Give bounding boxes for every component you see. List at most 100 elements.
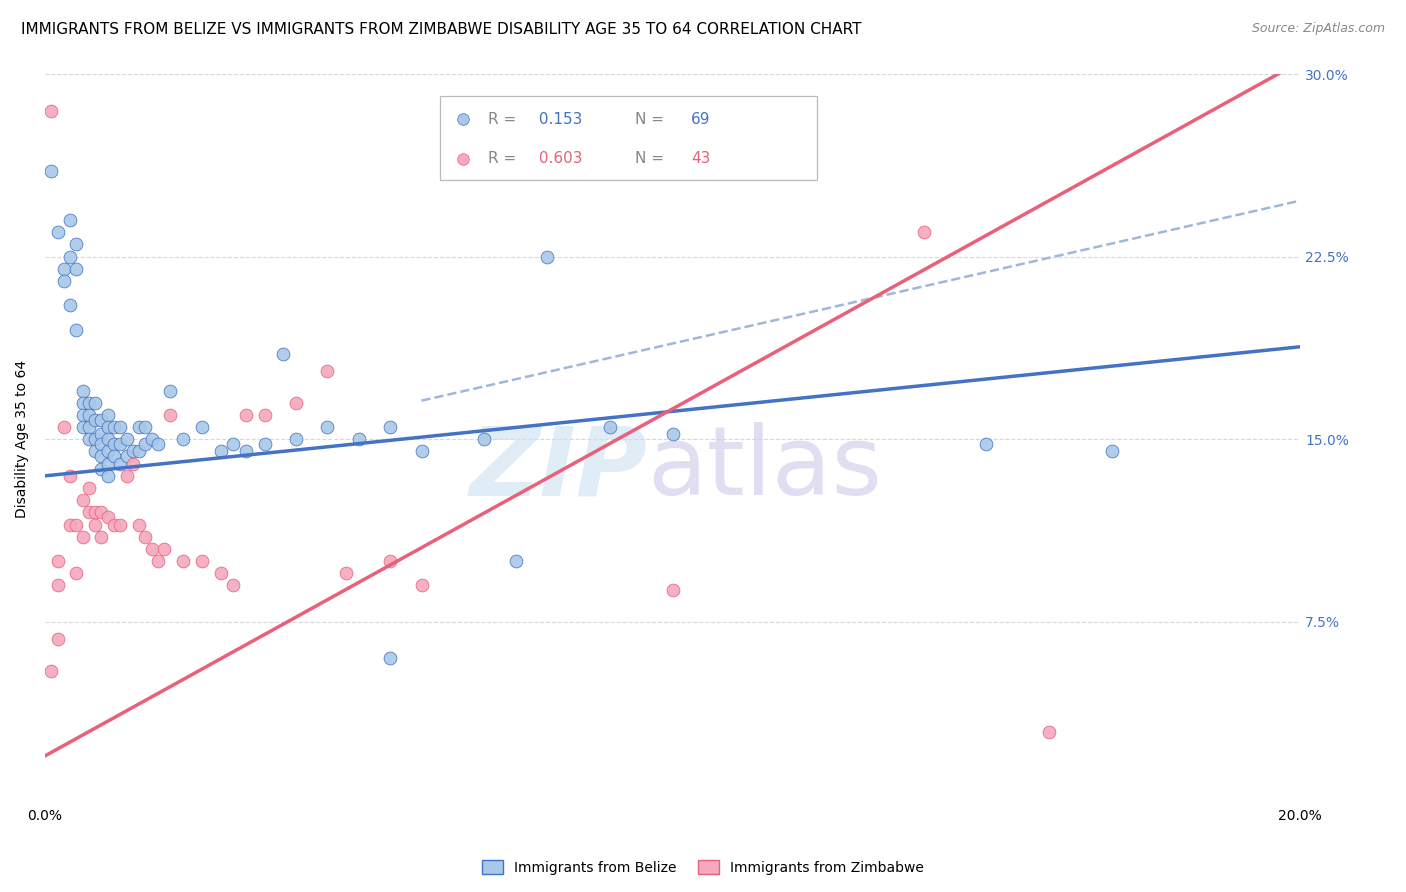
Text: ZIP: ZIP [470, 422, 647, 515]
Point [84, 413, 107, 427]
Point [90, 530, 112, 544]
Point [172, 554, 194, 568]
Point [72, 384, 94, 398]
Point [52, 420, 75, 434]
Text: N =: N = [636, 112, 664, 127]
Point [235, 444, 257, 458]
Point [65, 517, 87, 532]
Text: Source: ZipAtlas.com: Source: ZipAtlas.com [1251, 22, 1385, 36]
Point [191, 554, 214, 568]
Point [599, 420, 621, 434]
Point [77, 505, 100, 519]
Text: IMMIGRANTS FROM BELIZE VS IMMIGRANTS FROM ZIMBABWE DISABILITY AGE 35 TO 64 CORRE: IMMIGRANTS FROM BELIZE VS IMMIGRANTS FRO… [21, 22, 862, 37]
Point [72, 530, 94, 544]
Point [59, 213, 82, 227]
Text: atlas: atlas [647, 422, 883, 515]
Point [209, 566, 232, 581]
Point [90, 505, 112, 519]
Point [72, 408, 94, 422]
Point [97, 457, 120, 471]
Point [110, 517, 132, 532]
Point [141, 433, 163, 447]
Point [72, 493, 94, 508]
Point [90, 461, 112, 475]
Point [39, 664, 62, 678]
Point [222, 437, 245, 451]
Point [253, 408, 276, 422]
Point [97, 510, 120, 524]
Point [472, 433, 495, 447]
Y-axis label: Disability Age 35 to 64: Disability Age 35 to 64 [15, 360, 30, 518]
Point [77, 420, 100, 434]
Point [316, 364, 339, 378]
Legend: Immigrants from Belize, Immigrants from Zimbabwe: Immigrants from Belize, Immigrants from … [477, 855, 929, 880]
Text: 0.603: 0.603 [534, 152, 583, 167]
Point [285, 433, 308, 447]
Point [974, 437, 997, 451]
Point [46, 578, 69, 592]
Point [97, 420, 120, 434]
Point [46, 554, 69, 568]
Point [84, 444, 107, 458]
Point [46, 225, 69, 239]
Point [103, 420, 125, 434]
Point [378, 554, 401, 568]
Point [128, 420, 150, 434]
Point [90, 437, 112, 451]
Point [65, 323, 87, 337]
Point [59, 517, 82, 532]
Point [84, 396, 107, 410]
Point [191, 420, 214, 434]
Point [128, 444, 150, 458]
Point [77, 408, 100, 422]
Point [59, 298, 82, 312]
Point [72, 396, 94, 410]
Point [411, 578, 433, 592]
Point [134, 437, 156, 451]
Point [97, 444, 120, 458]
Point [209, 444, 232, 458]
Point [59, 468, 82, 483]
Text: 69: 69 [692, 112, 711, 127]
Point [39, 164, 62, 178]
Point [411, 444, 433, 458]
Text: N =: N = [636, 152, 664, 167]
Point [235, 408, 257, 422]
Point [316, 420, 339, 434]
Point [72, 420, 94, 434]
Point [59, 250, 82, 264]
Point [159, 408, 181, 422]
Point [77, 481, 100, 495]
Point [378, 651, 401, 665]
Point [115, 468, 138, 483]
Point [146, 437, 169, 451]
Point [39, 103, 62, 118]
Text: 43: 43 [692, 152, 710, 167]
Point [153, 541, 176, 556]
Point [536, 250, 558, 264]
Point [90, 450, 112, 464]
Point [97, 468, 120, 483]
Point [52, 261, 75, 276]
Point [335, 566, 357, 581]
Point [84, 517, 107, 532]
Point [103, 450, 125, 464]
Point [115, 433, 138, 447]
Point [97, 433, 120, 447]
Point [141, 541, 163, 556]
Point [110, 457, 132, 471]
Point [661, 427, 683, 442]
Text: R =: R = [488, 152, 516, 167]
Point [378, 420, 401, 434]
Point [84, 433, 107, 447]
Point [1038, 724, 1060, 739]
Point [65, 261, 87, 276]
Point [1101, 444, 1123, 458]
Point [134, 530, 156, 544]
Text: R =: R = [488, 112, 516, 127]
Point [253, 437, 276, 451]
Point [115, 450, 138, 464]
Point [77, 433, 100, 447]
Point [222, 578, 245, 592]
Point [128, 517, 150, 532]
